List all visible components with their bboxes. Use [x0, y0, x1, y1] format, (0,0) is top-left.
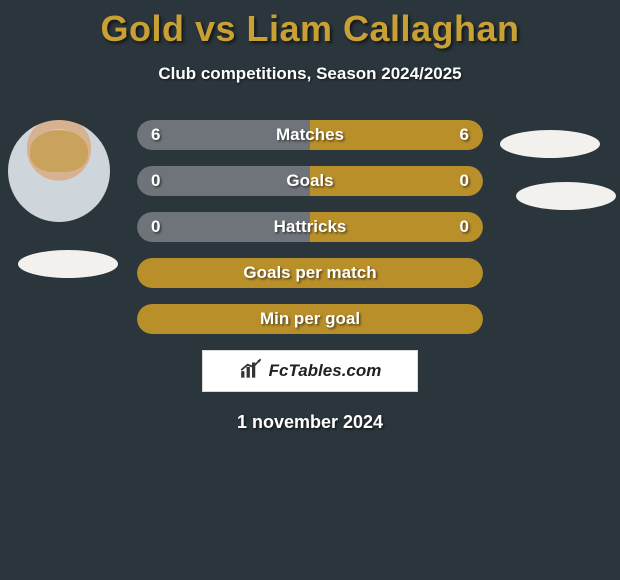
stat-label: Goals	[137, 166, 483, 196]
stat-bar: Min per goal	[137, 304, 483, 334]
stat-bar: 00Goals	[137, 166, 483, 196]
player-right-badge-1	[500, 130, 600, 158]
stat-bar: 00Hattricks	[137, 212, 483, 242]
stat-label: Hattricks	[137, 212, 483, 242]
source-badge: FcTables.com	[202, 350, 418, 392]
badge-text: FcTables.com	[269, 361, 382, 381]
stat-label: Min per goal	[137, 304, 483, 334]
stat-bar: Goals per match	[137, 258, 483, 288]
stat-label: Matches	[137, 120, 483, 150]
stat-label: Goals per match	[137, 258, 483, 288]
page-title: Gold vs Liam Callaghan	[0, 0, 620, 50]
subtitle: Club competitions, Season 2024/2025	[0, 64, 620, 84]
player-right-badge-2	[516, 182, 616, 210]
player-left-badge	[18, 250, 118, 278]
comparison-panel: 66Matches 00Goals 00Hattricks Goals per mat…	[0, 120, 620, 433]
date-label: 1 november 2024	[0, 412, 620, 433]
stat-bar: 66Matches	[137, 120, 483, 150]
chart-icon	[239, 358, 265, 385]
player-left-avatar	[8, 120, 110, 222]
stat-bars: 66Matches 00Goals 00Hattricks Goals per mat…	[137, 120, 483, 334]
